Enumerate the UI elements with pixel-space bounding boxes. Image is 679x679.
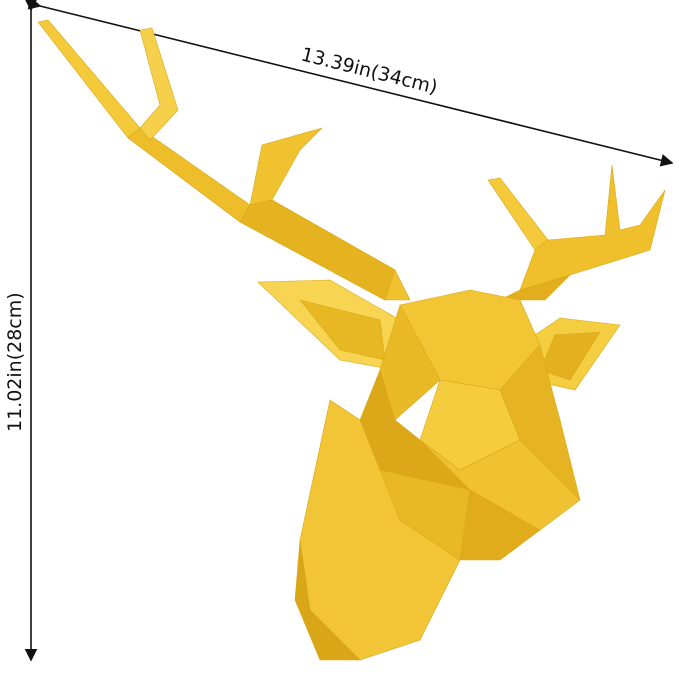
height-label: 11.02in(28cm) — [4, 292, 26, 432]
deer-head-icon — [37, 19, 666, 661]
width-label: 13.39in(34cm) — [299, 44, 440, 99]
